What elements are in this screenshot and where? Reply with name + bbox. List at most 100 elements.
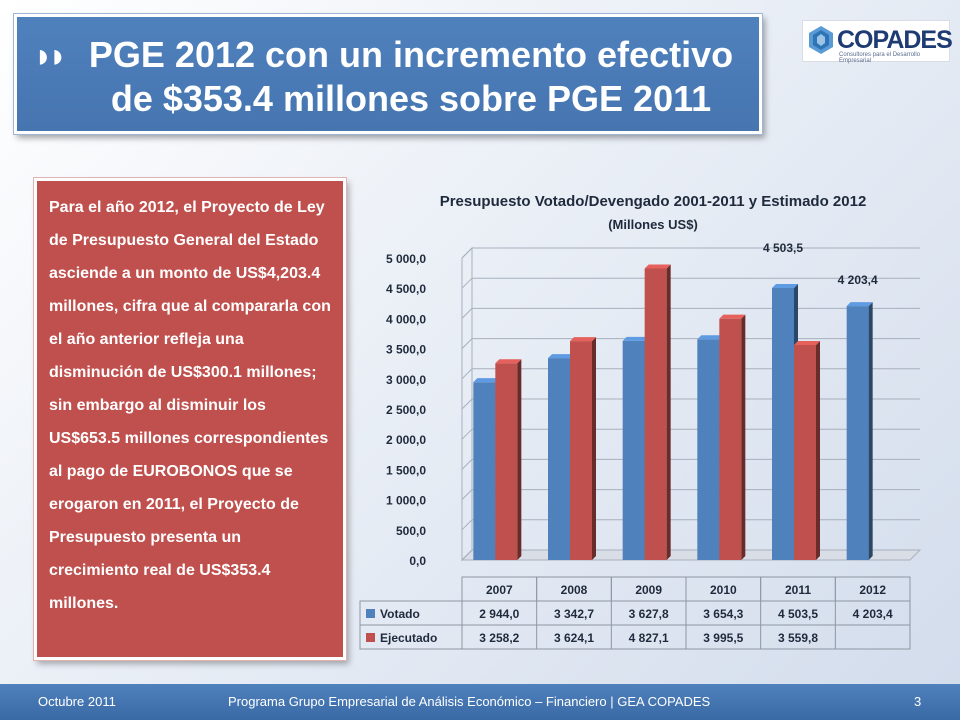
y-tick-label: 0,0 [409, 554, 426, 568]
x-tick-label: 2011 [785, 583, 811, 597]
data-label: 3 624,1 [554, 631, 594, 645]
annotations: 4 503,5 4 203,4 [763, 241, 878, 287]
chart-subtitle: (Millones US$) [608, 217, 698, 232]
bar-ejecutado-2008 [570, 337, 596, 560]
gridline [461, 428, 920, 440]
gridline [461, 277, 920, 289]
y-tick-label: 1 000,0 [386, 494, 426, 508]
gridline [461, 338, 920, 349]
y-tick-label: 3 000,0 [386, 373, 426, 387]
x-tick-label: 2008 [561, 583, 588, 597]
summary-box: Para el año 2012, el Proyecto de Ley de … [34, 178, 346, 660]
table-row [359, 624, 911, 650]
gridline [461, 519, 920, 531]
bar-top [846, 302, 873, 307]
gridline [461, 307, 920, 319]
y-tick-label: 3 500,0 [386, 343, 426, 357]
chart-title: Presupuesto Votado/Devengado 2001-2011 y… [440, 193, 867, 210]
bar-ejecutado-2011 [794, 340, 820, 560]
bar-front [644, 268, 667, 560]
gridline [461, 489, 920, 500]
y-axis: 0,0 500,0 1 000,0 1 500,0 2 000,0 2 500,0 3 00… [386, 247, 920, 568]
bar-top [548, 354, 574, 359]
data-label: 3 627,8 [629, 607, 669, 621]
data-label: 3 559,8 [778, 631, 818, 645]
bar-top [772, 283, 798, 288]
y-tick-label: 2 000,0 [386, 433, 426, 447]
y-tick-label: 1 500,0 [386, 463, 426, 477]
bar-top [570, 337, 596, 342]
logo-tagline: Consultores para el Desarrollo Empresari… [839, 52, 921, 64]
bar-top [473, 378, 500, 383]
bar-front [473, 382, 496, 560]
y-tick-label: 4 500,0 [386, 282, 426, 296]
bar-front [772, 287, 794, 560]
gridline [461, 458, 920, 470]
page-title: PGE 2012 con un incremento efectivo de $… [88, 34, 734, 119]
bar-front [846, 306, 869, 560]
bar-front [697, 339, 720, 560]
y-tick-label: 2 500,0 [386, 403, 426, 417]
bar-front [719, 318, 742, 560]
data-label: 4 203,4 [853, 607, 893, 621]
data-label: 3 654,3 [703, 607, 743, 621]
bar-ejecutado-2010 [719, 314, 746, 560]
hexagon-logo-icon [809, 26, 833, 54]
data-annotation: 4 203,4 [838, 273, 878, 287]
data-label: 3 342,7 [554, 607, 594, 621]
footer-date: Octubre 2011 [38, 694, 116, 709]
bar-side [592, 337, 596, 560]
data-annotation: 4 503,5 [763, 241, 803, 255]
x-tick-label: 2010 [710, 583, 737, 597]
data-label: 4 503,5 [778, 607, 818, 621]
logo-wordmark: COPADES [837, 26, 953, 54]
bar-front [794, 344, 816, 560]
bar-front [495, 363, 518, 560]
bar-side [816, 340, 820, 560]
bar-top [622, 336, 649, 341]
bar-top [719, 314, 746, 319]
bar-top [495, 359, 522, 364]
footer-bar: Octubre 2011 Programa Grupo Empresarial … [0, 684, 960, 720]
x-tick-label: 2012 [859, 583, 886, 597]
gridline [461, 398, 920, 410]
copades-logo: COPADES Consultores para el Desarrollo E… [802, 20, 953, 64]
summary-text: Para el año 2012, el Proyecto de Ley de … [49, 199, 331, 612]
bar-front [570, 341, 592, 560]
bar-front [548, 358, 570, 560]
title-bullet-icon: ◗◗ [33, 37, 68, 75]
x-tick-label: 2009 [635, 583, 662, 597]
x-tick-label: 2007 [486, 583, 513, 597]
title-banner: ◗◗ PGE 2012 con un incremento efectivo d… [14, 14, 762, 134]
gridline [461, 247, 920, 259]
budget-chart: Presupuesto Votado/Devengado 2001-2011 y… [359, 193, 922, 650]
bar-side [868, 302, 873, 560]
bar-top [794, 340, 820, 345]
footer-program: Programa Grupo Empresarial de Análisis E… [228, 694, 711, 709]
bar-ejecutado-2009 [644, 264, 671, 560]
data-label: 3 258,2 [479, 631, 519, 645]
y-tick-label: 4 000,0 [386, 312, 426, 326]
bar-top [697, 335, 724, 340]
gridline [461, 368, 920, 380]
data-label: 3 995,5 [703, 631, 743, 645]
bar-votado-2012 [846, 302, 873, 560]
legend-label-votado: Votado [380, 607, 420, 621]
page-number: 3 [914, 694, 922, 709]
data-label: 2 944,0 [479, 607, 519, 621]
gridline [461, 549, 920, 561]
legend-swatch-ejecutado [366, 633, 375, 642]
bar-top [644, 264, 671, 269]
data-label: 4 827,1 [629, 631, 669, 645]
y-tick-label: 500,0 [396, 524, 426, 538]
bar-side [666, 264, 671, 560]
data-table: 2007 2008 2009 2010 2011 2012 Votado 2 944,0 3 3… [359, 576, 911, 650]
bars [473, 264, 873, 560]
legend-label-ejecutado: Ejecutado [380, 631, 437, 645]
bar-side [517, 359, 522, 560]
bar-side [741, 314, 746, 560]
bar-front [622, 340, 645, 560]
legend-swatch-votado [366, 609, 375, 618]
bar-ejecutado-2007 [495, 359, 522, 560]
y-tick-label: 5 000,0 [386, 252, 426, 266]
